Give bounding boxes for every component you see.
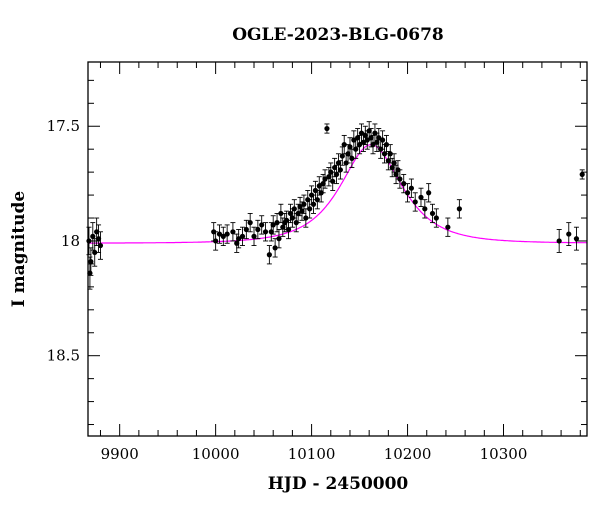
data-point	[322, 169, 328, 189]
data-point	[236, 229, 242, 249]
data-point	[259, 215, 265, 235]
data-point	[95, 224, 102, 253]
data-point	[320, 173, 326, 194]
data-point	[418, 187, 424, 208]
data-point	[397, 169, 403, 189]
data-point	[341, 134, 347, 155]
data-point	[247, 212, 253, 233]
data-points-layer	[86, 121, 585, 290]
data-point	[278, 203, 284, 224]
data-point	[324, 123, 330, 134]
data-point	[255, 219, 261, 240]
model-curve-layer	[88, 143, 588, 244]
x-tick-label: 10000	[192, 445, 240, 463]
data-point	[356, 134, 363, 155]
x-tick-label: 10200	[384, 445, 432, 463]
x-tick-label: 10300	[480, 445, 528, 463]
plot-area	[86, 61, 588, 437]
data-point	[573, 226, 580, 251]
data-point	[362, 125, 368, 146]
data-point	[412, 192, 418, 212]
data-point	[426, 183, 432, 203]
data-point	[92, 238, 98, 267]
data-point	[566, 222, 572, 247]
y-axis-ticks: 17.5 18 18.5	[47, 79, 587, 426]
data-point	[408, 178, 414, 198]
model-curve	[88, 143, 588, 244]
data-point	[310, 194, 317, 214]
data-point	[239, 226, 246, 247]
data-point	[391, 153, 397, 173]
data-point	[213, 231, 219, 251]
data-point	[272, 238, 278, 258]
data-point	[266, 245, 272, 265]
data-point	[224, 224, 230, 244]
data-point	[353, 139, 359, 159]
data-point	[380, 130, 386, 150]
data-point	[374, 132, 380, 152]
data-point	[251, 226, 257, 247]
data-point	[383, 134, 390, 155]
y-tick-label: 17.5	[47, 117, 80, 135]
x-axis-label: HJD - 2450000	[268, 474, 409, 494]
x-axis-ticks: 9900 10000 10100 10200 10300	[99, 62, 581, 463]
x-tick-label: 9900	[101, 445, 139, 463]
data-point	[285, 219, 292, 240]
data-point	[270, 215, 276, 235]
data-point	[220, 226, 226, 247]
data-point	[429, 203, 436, 224]
data-point	[433, 208, 439, 228]
data-point	[456, 199, 462, 219]
data-point	[556, 229, 562, 253]
y-tick-label: 18.5	[47, 347, 80, 365]
chart-title: OGLE-2023-BLG-0678	[232, 25, 444, 45]
data-point	[579, 169, 585, 180]
data-point	[401, 173, 407, 194]
data-point	[330, 171, 336, 191]
y-axis-label: I magnitude	[9, 191, 29, 308]
data-point	[404, 183, 411, 203]
data-point	[276, 229, 282, 249]
data-point	[230, 222, 236, 242]
data-point	[387, 144, 393, 164]
data-point	[97, 231, 104, 260]
data-point	[422, 199, 428, 219]
y-tick-label: 18	[61, 232, 80, 250]
x-tick-label: 10100	[288, 445, 336, 463]
data-point	[262, 222, 269, 242]
data-point	[445, 217, 451, 237]
data-point	[337, 160, 343, 180]
data-point	[301, 194, 307, 214]
data-point	[243, 219, 249, 240]
plot-border	[87, 61, 588, 437]
plot-frame	[87, 61, 588, 437]
data-point	[90, 222, 96, 251]
data-point	[216, 224, 223, 244]
data-point	[370, 134, 376, 155]
